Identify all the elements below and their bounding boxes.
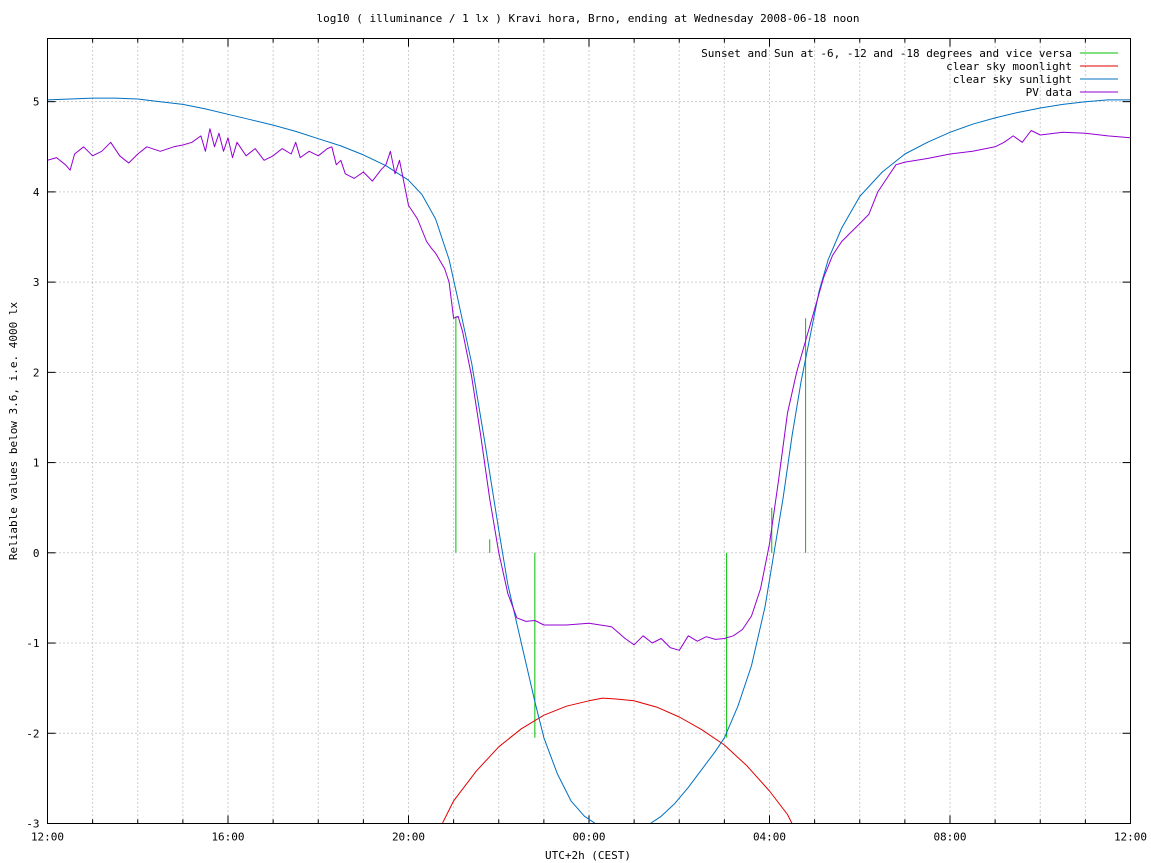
y-tick-label: 1 [33, 457, 40, 470]
y-axis-label: Reliable values below 3.6, i.e. 4000 lx [7, 301, 20, 560]
series-clear-sky-moonlight [441, 697, 793, 824]
x-tick-label: 12:00 [1114, 831, 1147, 844]
legend-label: clear sky moonlight [946, 60, 1072, 73]
y-tick-label: -3 [26, 818, 39, 831]
series-line-clear-sky-sunlight [47, 97, 1131, 824]
series-layer [47, 97, 1131, 824]
legend-label: PV data [1026, 86, 1072, 99]
chart-title: log10 ( illuminance / 1 lx ) Kravi hora,… [316, 12, 859, 25]
series-sunset-and-sun-at-6-12-and-18-degrees-and-vice-versa [455, 316, 807, 738]
x-tick-label: 12:00 [31, 831, 64, 844]
x-tick-label: 04:00 [753, 831, 786, 844]
series-clear-sky-sunlight [47, 97, 1131, 824]
y-tick-label: -2 [26, 727, 39, 740]
series-line-clear-sky-moonlight [441, 697, 793, 824]
series-line-pv-data [47, 128, 1131, 651]
x-tick-label: 08:00 [933, 831, 966, 844]
legend-label: clear sky sunlight [953, 73, 1072, 86]
x-tick-label: 16:00 [211, 831, 244, 844]
grid [47, 38, 1131, 824]
y-tick-label: 4 [33, 186, 40, 199]
legend-label: Sunset and Sun at -6, -12 and -18 degree… [701, 47, 1072, 60]
axes: 12:00 16:00 20:00 00:00 04:00 08:00 12:00 5 4 3 2 1… [26, 38, 1147, 844]
y-tick-label: 0 [33, 547, 40, 560]
legend: Sunset and Sun at -6, -12 and -18 degree… [701, 47, 1118, 99]
x-tick-label: 00:00 [572, 831, 605, 844]
y-tick-label: 3 [33, 276, 40, 289]
x-axis-label: UTC+2h (CEST) [545, 849, 631, 862]
series-pv-data [47, 128, 1131, 651]
y-tick-label: 2 [33, 366, 40, 379]
plot-frame [47, 38, 1131, 824]
y-tick-label: -1 [26, 637, 39, 650]
x-tick-label: 20:00 [392, 831, 425, 844]
y-tick-label: 5 [33, 96, 40, 109]
